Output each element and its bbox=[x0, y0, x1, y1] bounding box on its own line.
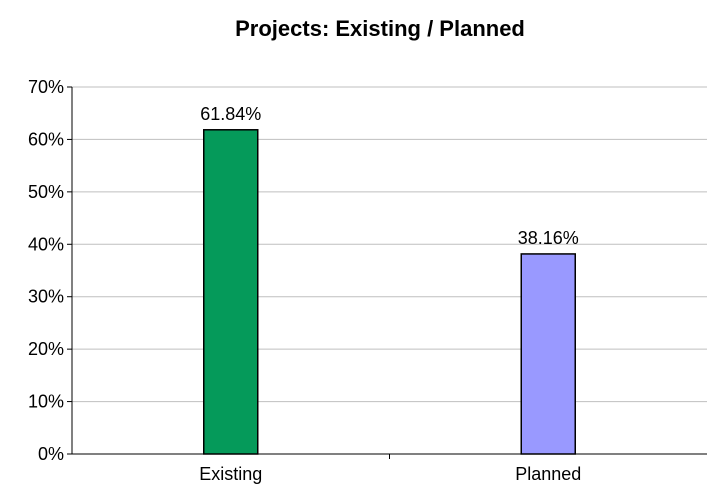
bar-existing bbox=[203, 129, 259, 455]
y-tick-label: 40% bbox=[28, 234, 64, 254]
gridlines bbox=[72, 86, 707, 403]
labels: 0% 10% 20% 30% 40% 50% 60% 70% 61.84% Existing 38.… bbox=[28, 77, 581, 484]
y-tick-label: 50% bbox=[28, 182, 64, 202]
y-tick-label: 30% bbox=[28, 287, 64, 307]
x-category-label-planned: Planned bbox=[515, 464, 581, 484]
data-label-planned: 38.16% bbox=[518, 228, 579, 248]
y-tick-label: 70% bbox=[28, 77, 64, 97]
axes bbox=[67, 86, 707, 459]
chart-title: Projects: Existing / Planned bbox=[235, 16, 525, 41]
data-label-existing: 61.84% bbox=[200, 104, 261, 124]
y-tick-label: 60% bbox=[28, 129, 64, 149]
y-tick-label: 0% bbox=[38, 444, 64, 464]
y-tick-label: 10% bbox=[28, 392, 64, 412]
y-tick-label: 20% bbox=[28, 339, 64, 359]
bars bbox=[203, 129, 576, 455]
x-category-label-existing: Existing bbox=[199, 464, 262, 484]
bar-planned bbox=[520, 253, 576, 455]
